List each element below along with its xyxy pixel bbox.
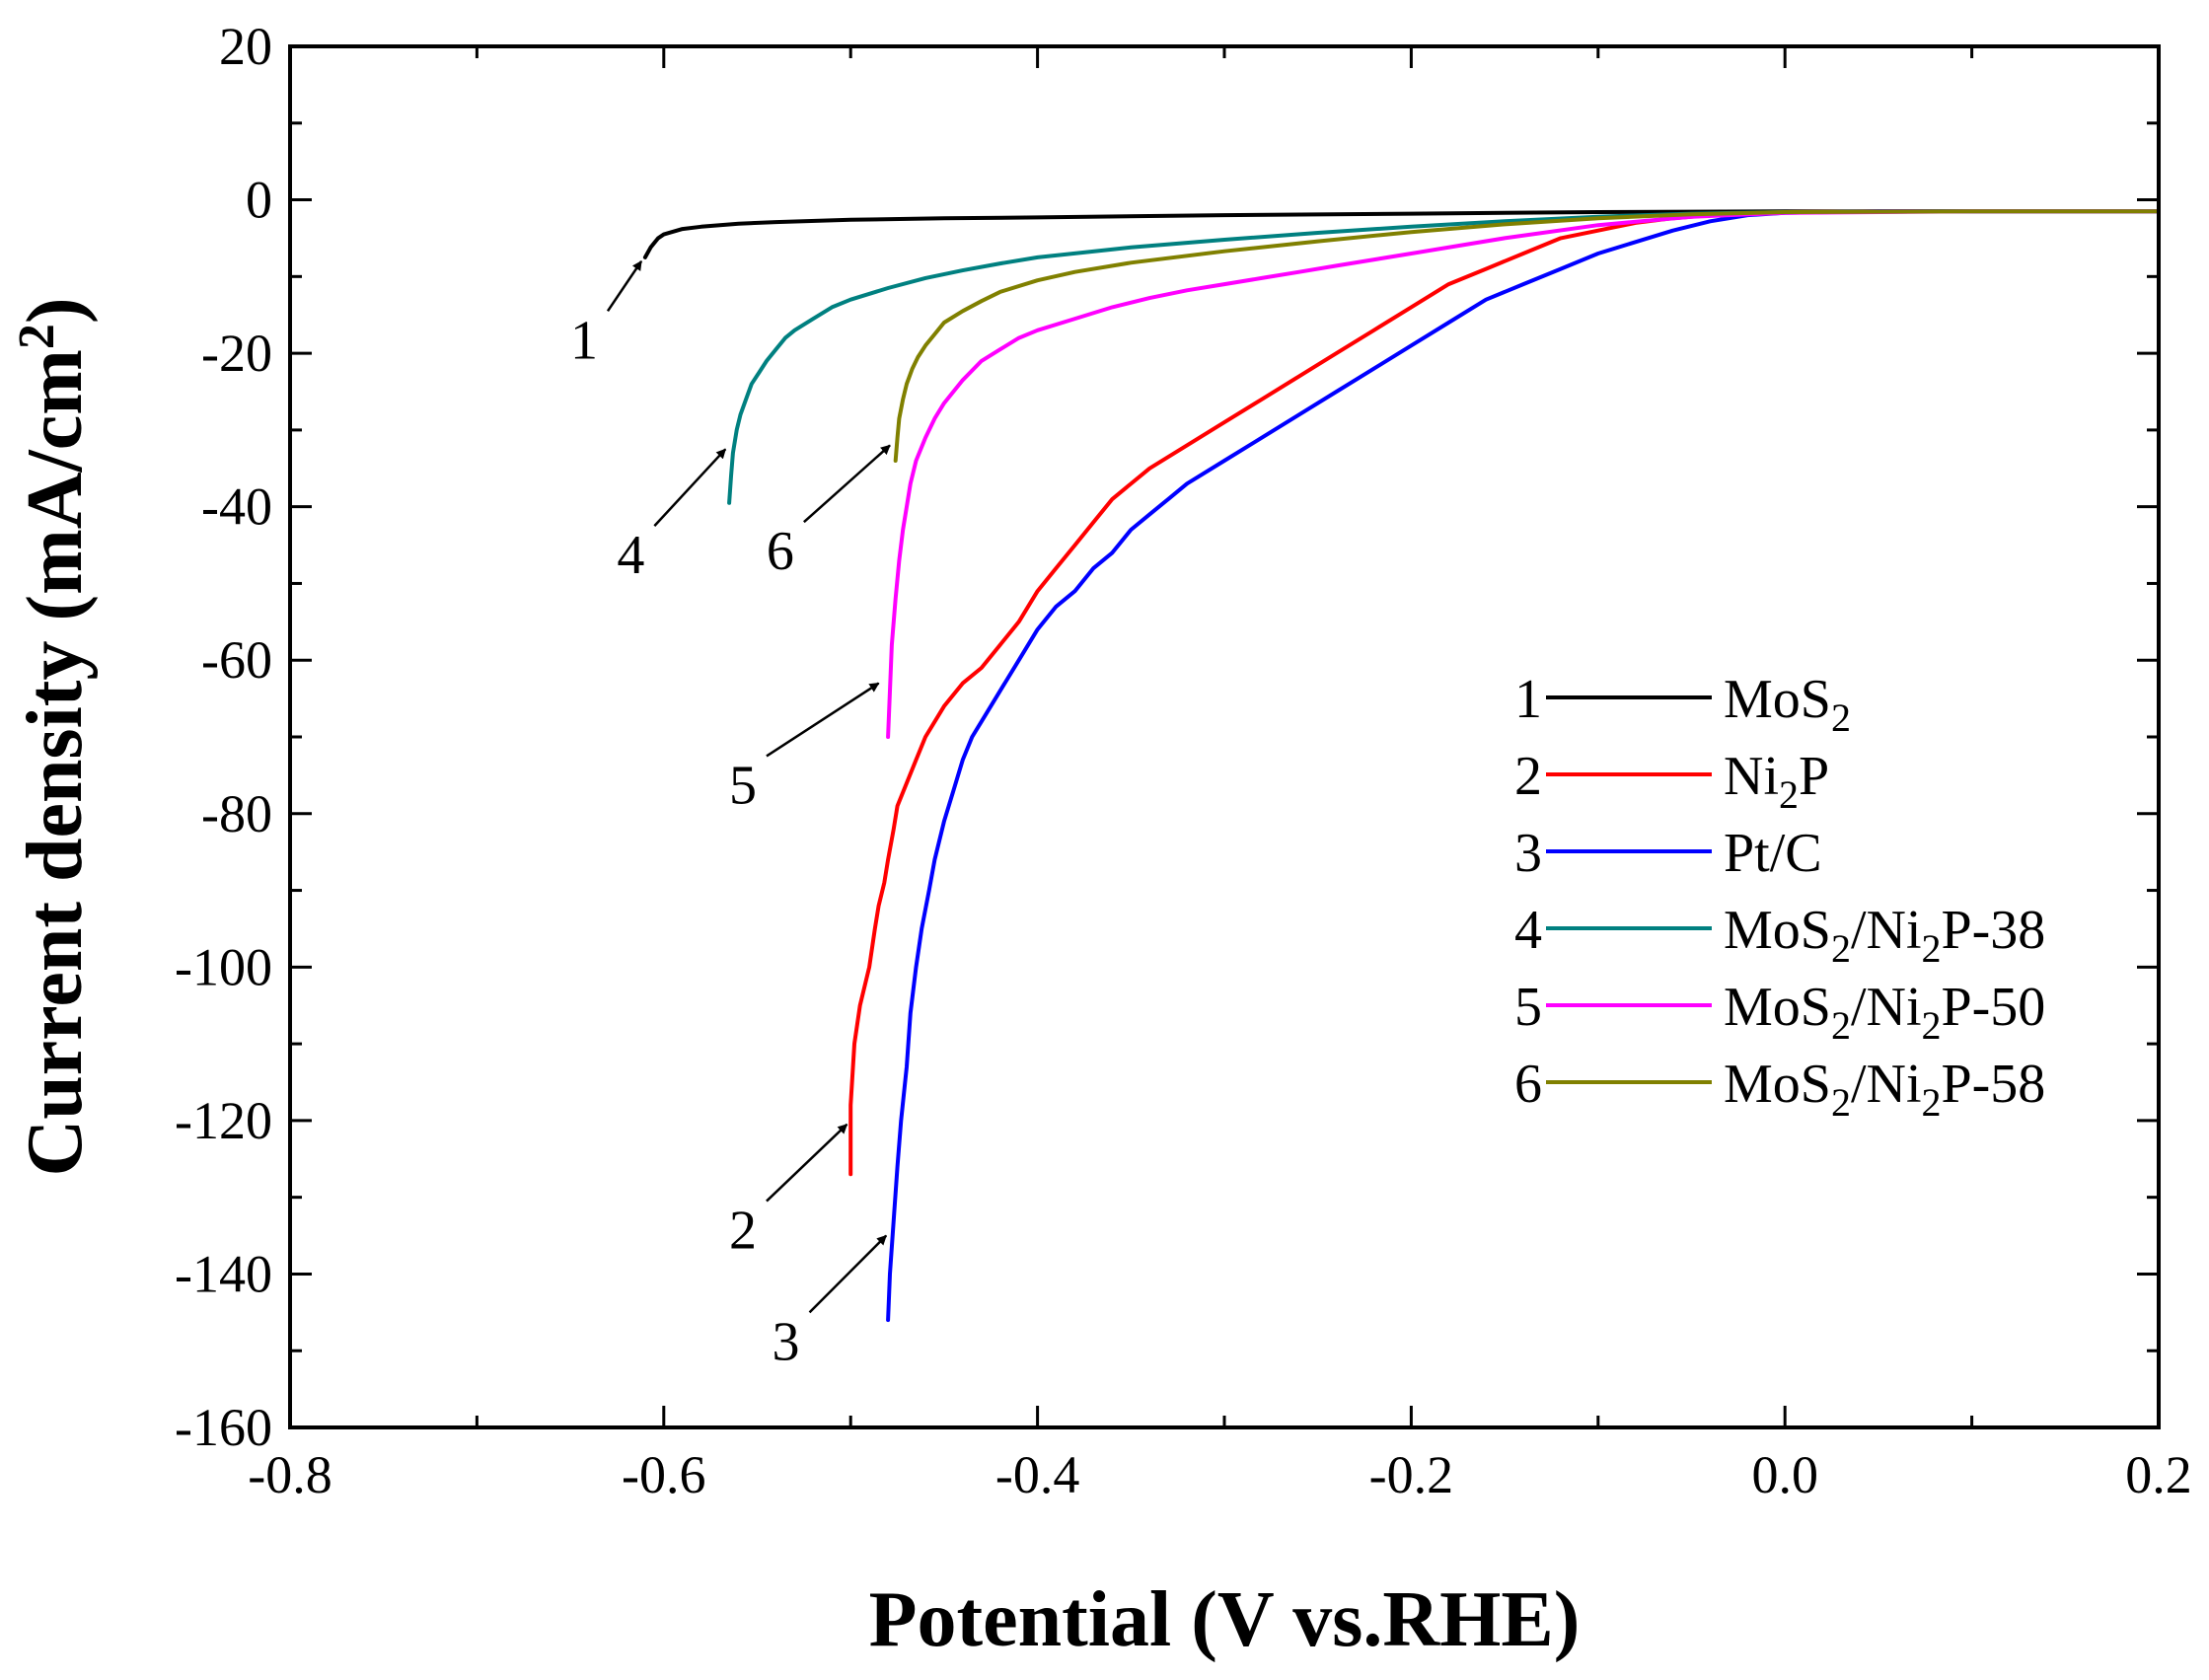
y-tick-label: 20: [219, 17, 272, 76]
y-tick-label: -80: [201, 784, 272, 843]
y-tick-label: -160: [175, 1398, 272, 1457]
legend-label-5: MoS2/Ni2P-50: [1724, 977, 2045, 1048]
legend-number-2: 2: [1514, 746, 1542, 807]
y-tick-label: -40: [201, 477, 272, 537]
annotation-label-5: 5: [729, 755, 757, 816]
legend-number-1: 1: [1514, 669, 1542, 730]
annotation-label-1: 1: [570, 310, 598, 371]
plot-lines: [642, 209, 2161, 1323]
series-line-4: [727, 209, 2161, 505]
annotation-arrow-6: [803, 444, 891, 524]
series-line-2: [848, 209, 2161, 1177]
legend-label-1: MoS2: [1724, 669, 1851, 740]
y-tick-label: -60: [201, 630, 272, 690]
y-axis-title-sup: 2: [9, 324, 65, 349]
legend-number-4: 4: [1514, 900, 1542, 961]
y-axis-title-close: ): [12, 297, 99, 324]
x-axis: -0.8 -0.6 -0.4 -0.2 0.0 0.2: [248, 46, 2192, 1504]
x-tick-label: 0.2: [2125, 1445, 2192, 1504]
y-axis: 20 0 -20 -40 -60 -80 -100 -120 -140 -160: [175, 17, 2159, 1457]
legend-label-3: Pt/C: [1724, 823, 1822, 884]
annotation-label-3: 3: [773, 1311, 800, 1372]
series-line-1: [642, 209, 2161, 259]
y-tick-label: 0: [246, 171, 272, 230]
y-tick-label: -20: [201, 324, 272, 383]
x-tick-label: -0.6: [622, 1445, 705, 1504]
x-tick-label: 0.0: [1751, 1445, 1818, 1504]
annotation-arrow-4: [653, 448, 727, 527]
series-line-3: [886, 209, 2161, 1323]
plot-frame: [288, 44, 2161, 1429]
annotation-label-4: 4: [617, 525, 644, 586]
annotation-arrow-1: [606, 259, 643, 313]
x-axis-title: Potential (V vs.RHE): [869, 1576, 1581, 1663]
legend-number-3: 3: [1514, 823, 1542, 884]
annotation-label-2: 2: [729, 1201, 757, 1262]
y-axis-title: Current density (mA/cm2): [9, 297, 100, 1176]
annotation-arrow-5: [766, 682, 880, 758]
x-tick-label: -0.4: [995, 1445, 1079, 1504]
y-tick-label: -100: [175, 937, 272, 996]
annotation-arrow-2: [766, 1123, 848, 1203]
y-tick-label: -140: [175, 1244, 272, 1303]
legend-label-2: Ni2P: [1724, 746, 1829, 817]
series-line-6: [893, 209, 2161, 463]
y-axis-title-main: Current density (mA/cm: [12, 349, 99, 1176]
x-tick-label: -0.8: [248, 1445, 331, 1504]
legend-number-5: 5: [1514, 977, 1542, 1038]
legend: 1 MoS2 2 Ni2P 3 Pt/C 4 MoS2/Ni2P-38 5 MoS2/Ni2P-5…: [1514, 669, 2045, 1125]
series-line-5: [886, 209, 2161, 739]
legend-label-6: MoS2/Ni2P-58: [1724, 1054, 2045, 1125]
legend-number-6: 6: [1514, 1054, 1542, 1115]
annotation-arrow-3: [808, 1234, 888, 1314]
annotation-label-6: 6: [767, 521, 794, 582]
x-tick-label: -0.2: [1369, 1445, 1453, 1504]
y-tick-label: -120: [175, 1091, 272, 1150]
legend-label-4: MoS2/Ni2P-38: [1724, 900, 2045, 971]
